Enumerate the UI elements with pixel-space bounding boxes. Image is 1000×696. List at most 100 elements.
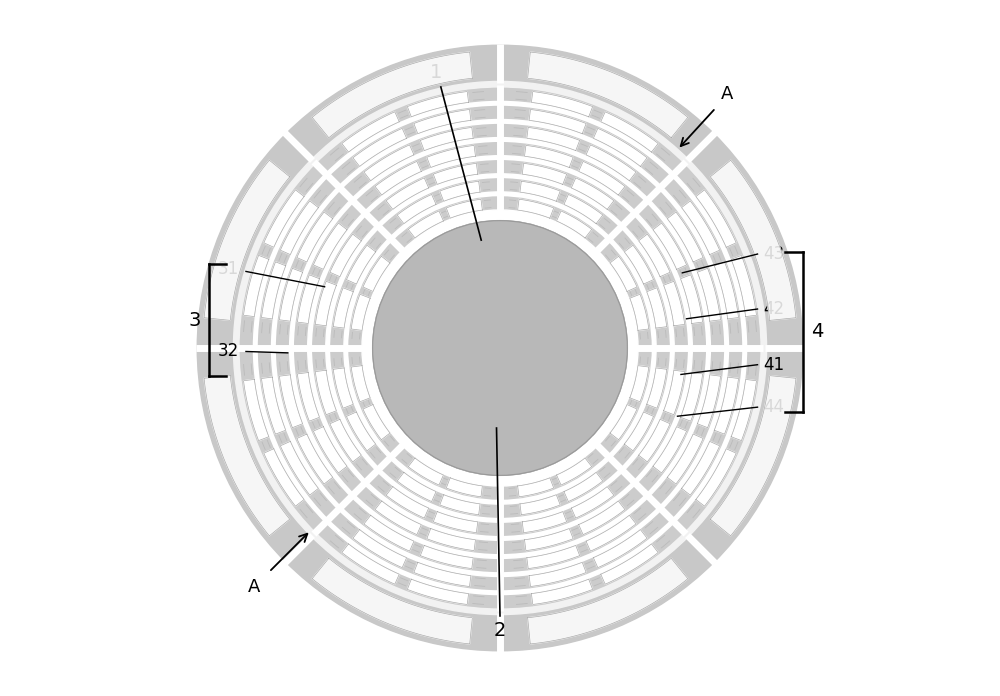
Polygon shape [446,478,482,497]
Polygon shape [664,370,685,415]
Polygon shape [531,91,593,117]
Text: 31: 31 [218,260,239,278]
Polygon shape [333,368,353,409]
Text: A: A [721,85,734,103]
Polygon shape [557,211,592,238]
Polygon shape [624,412,654,451]
Polygon shape [407,579,469,605]
Polygon shape [579,501,625,535]
Circle shape [258,106,742,590]
Circle shape [240,88,760,608]
Polygon shape [427,145,475,168]
Text: 42: 42 [763,300,784,318]
Polygon shape [571,178,614,209]
Polygon shape [313,427,347,473]
Polygon shape [342,544,399,584]
Polygon shape [586,515,636,551]
Circle shape [308,156,692,540]
Polygon shape [280,441,318,495]
Polygon shape [427,528,475,551]
Circle shape [290,138,710,558]
Polygon shape [315,281,336,326]
Polygon shape [408,211,443,238]
Polygon shape [518,478,554,497]
Polygon shape [522,164,567,184]
Polygon shape [624,245,654,284]
Polygon shape [731,255,756,317]
Polygon shape [312,558,472,644]
Polygon shape [312,52,472,138]
Polygon shape [386,487,429,518]
Polygon shape [647,368,667,409]
Polygon shape [586,145,636,181]
Polygon shape [525,145,573,168]
Polygon shape [520,495,560,515]
Polygon shape [330,234,361,277]
Circle shape [373,221,627,475]
Polygon shape [647,287,667,328]
Text: 43: 43 [763,245,784,263]
Polygon shape [564,473,603,502]
Polygon shape [529,109,586,134]
Polygon shape [279,269,303,321]
Polygon shape [531,579,593,605]
Polygon shape [653,223,687,269]
Polygon shape [520,181,560,201]
Text: 2: 2 [494,621,506,640]
Polygon shape [557,458,592,485]
Polygon shape [682,201,720,255]
Circle shape [326,174,674,522]
Polygon shape [279,375,303,427]
Polygon shape [696,190,736,247]
Polygon shape [682,441,720,495]
Polygon shape [527,546,580,569]
Polygon shape [407,91,469,117]
Polygon shape [446,199,482,218]
Polygon shape [353,530,407,568]
Polygon shape [630,294,649,331]
Polygon shape [528,52,688,138]
Polygon shape [639,419,670,462]
Polygon shape [714,262,739,319]
Polygon shape [364,515,414,551]
Polygon shape [342,112,399,152]
Polygon shape [664,281,685,326]
Polygon shape [346,412,376,451]
Circle shape [373,221,627,475]
Polygon shape [280,201,318,255]
Polygon shape [680,372,703,421]
Text: 44: 44 [763,398,784,416]
Text: 4: 4 [811,322,823,342]
Circle shape [197,45,803,651]
Polygon shape [420,546,473,569]
Circle shape [362,210,638,486]
Circle shape [240,88,760,608]
Polygon shape [364,145,414,181]
Text: 32: 32 [218,342,239,361]
Polygon shape [351,365,370,402]
Text: 1: 1 [430,63,442,82]
Polygon shape [244,379,269,441]
Circle shape [373,221,627,475]
Polygon shape [440,495,480,515]
Polygon shape [315,370,336,415]
Polygon shape [528,558,688,644]
Polygon shape [714,377,739,434]
Circle shape [253,102,747,594]
Polygon shape [667,434,703,484]
Polygon shape [297,372,320,421]
Polygon shape [363,404,390,440]
Polygon shape [433,164,478,184]
Polygon shape [522,512,567,532]
Polygon shape [610,404,637,440]
Circle shape [313,161,687,535]
Text: A: A [248,578,260,596]
Text: 3: 3 [188,310,201,330]
Polygon shape [375,501,421,535]
Polygon shape [593,530,647,568]
Polygon shape [667,212,703,262]
Polygon shape [601,544,658,584]
Polygon shape [346,245,376,284]
Polygon shape [630,365,649,402]
Polygon shape [414,562,471,587]
